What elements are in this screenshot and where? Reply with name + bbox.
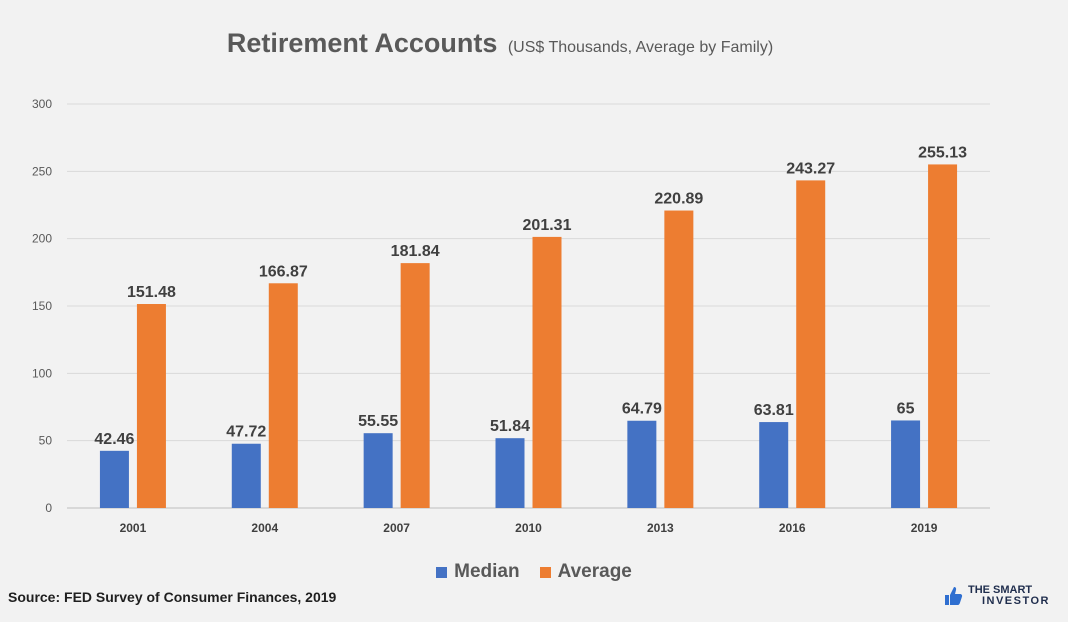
brand-line1: THE SMART: [967, 584, 1033, 596]
brand-line2: INVESTOR: [981, 595, 1050, 607]
y-tick-label: 0: [45, 501, 52, 515]
y-axis-ticks: 0 50 100 150 200 250 300: [32, 97, 52, 515]
x-tick-label: 2007: [383, 521, 410, 535]
bar-median: [627, 420, 657, 508]
y-tick-label: 250: [32, 164, 52, 178]
y-tick-label: 150: [32, 299, 52, 313]
x-tick-label: 2016: [779, 521, 806, 535]
thumbs-up-icon: [944, 587, 963, 605]
data-label-median: 55.55: [358, 413, 398, 430]
legend-label-median: Median: [454, 561, 520, 582]
bar-average: [136, 304, 166, 508]
data-label-average: 220.89: [654, 191, 703, 208]
brand-logo: THE SMART INVESTOR: [942, 585, 1050, 607]
x-axis-ticks: 2001 2004 2007 2010 2013 2016 2019: [120, 521, 938, 535]
data-label-median: 65: [897, 400, 915, 417]
x-tick-label: 2010: [515, 521, 542, 535]
bar-median: [231, 443, 261, 508]
y-tick-label: 200: [32, 232, 52, 246]
data-label-median: 42.46: [94, 431, 134, 448]
legend-label-average: Average: [557, 561, 632, 582]
legend-swatch-average: [539, 566, 551, 578]
bar-median: [891, 420, 921, 508]
bar-average: [268, 283, 298, 508]
x-tick-label: 2001: [120, 521, 147, 535]
y-tick-label: 100: [32, 366, 52, 380]
bars: [99, 164, 958, 509]
data-label-average: 166.87: [259, 263, 308, 280]
data-label-median: 64.79: [622, 401, 662, 418]
data-label-average: 243.27: [786, 160, 835, 177]
bar-median: [99, 450, 129, 508]
gridlines: [67, 103, 990, 509]
bar-average: [400, 263, 430, 508]
data-label-average: 181.84: [391, 243, 440, 260]
data-label-average: 255.13: [918, 144, 967, 161]
data-labels: 42.46 151.48 47.72 166.87 55.55 181.84 51.84 20…: [94, 144, 967, 447]
bar-average: [532, 236, 562, 508]
x-tick-label: 2013: [647, 521, 674, 535]
legend-swatch-median: [436, 566, 448, 578]
chart-subtitle: (US$ Thousands, Average by Family): [507, 39, 774, 56]
chart-title-main: Retirement Accounts: [226, 28, 498, 58]
data-label-median: 47.72: [226, 424, 266, 441]
brand-text: THE SMART INVESTOR: [968, 585, 1050, 607]
legend: Median Average: [0, 561, 1068, 583]
bar-median: [495, 438, 525, 508]
bar-median: [759, 422, 789, 508]
data-label-average: 201.31: [523, 217, 572, 234]
source-note: Source: FED Survey of Consumer Finances,…: [8, 589, 337, 605]
bar-average: [928, 164, 958, 508]
legend-item-median: Median: [436, 561, 520, 583]
data-label-median: 63.81: [754, 402, 794, 419]
bar-average: [664, 210, 694, 509]
y-tick-label: 50: [39, 434, 53, 448]
data-label-median: 51.84: [490, 418, 530, 435]
x-tick-label: 2019: [911, 521, 938, 535]
chart-title: Retirement Accounts (US$ Thousands, Aver…: [0, 28, 1000, 59]
data-label-average: 151.48: [127, 284, 176, 301]
y-tick-label: 300: [32, 97, 52, 111]
bar-average: [796, 180, 826, 508]
x-tick-label: 2004: [251, 521, 278, 535]
legend-item-average: Average: [539, 561, 632, 583]
bar-median: [363, 433, 393, 508]
